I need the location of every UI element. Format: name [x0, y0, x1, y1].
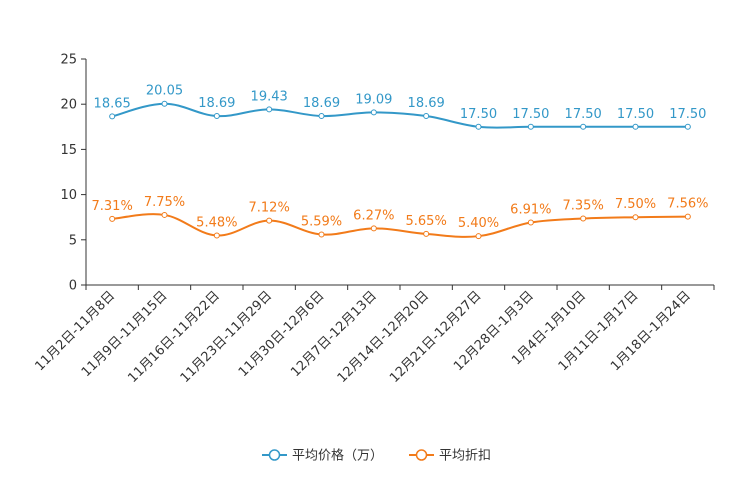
chart-legend[interactable]: 平均价格（万） 平均折扣: [262, 448, 491, 464]
x-tick-label: 12月14日-12月20日: [335, 288, 432, 385]
data-point: [632, 214, 639, 221]
data-label: 7.31%: [92, 199, 133, 214]
legend-label: 平均折扣: [439, 449, 491, 464]
y-tick-label: 0: [69, 279, 77, 294]
data-label: 18.69: [303, 96, 340, 111]
data-point: [423, 230, 430, 237]
legend-label: 平均价格（万）: [292, 448, 383, 464]
data-label: 20.05: [146, 84, 183, 99]
y-tick-label: 10: [60, 188, 77, 203]
data-point: [632, 123, 639, 130]
series-line: [111, 102, 688, 129]
data-point: [370, 109, 377, 116]
data-label: 19.43: [251, 89, 288, 104]
data-point: [213, 232, 220, 239]
data-label: 6.27%: [353, 208, 394, 223]
data-label: 5.59%: [301, 214, 342, 229]
data-point: [684, 123, 691, 130]
data-label: 17.50: [512, 107, 549, 122]
series-line: [112, 213, 688, 238]
data-point: [527, 219, 534, 226]
legend-marker-icon: [415, 449, 428, 461]
legend-item-2[interactable]: 平均折扣: [409, 449, 491, 464]
data-label: 17.50: [460, 107, 497, 122]
data-label: 5.48%: [196, 215, 237, 230]
data-label: 18.69: [408, 96, 445, 111]
data-label: 7.75%: [144, 195, 185, 210]
data-point: [370, 225, 377, 232]
data-point: [109, 215, 116, 222]
data-label: 17.50: [669, 107, 706, 122]
data-label: 5.40%: [458, 216, 499, 231]
x-tick-label: 11月23日-11月29日: [178, 288, 275, 385]
data-point: [266, 106, 273, 113]
data-point: [684, 213, 691, 220]
data-point: [423, 113, 430, 120]
x-tick-label: 12月21日-12月27日: [387, 288, 484, 385]
data-point: [213, 113, 220, 120]
data-point: [161, 100, 168, 107]
data-label: 7.12%: [249, 201, 290, 216]
data-point: [109, 113, 116, 120]
y-tick-label: 20: [60, 98, 77, 113]
data-label: 7.35%: [563, 199, 604, 214]
data-point: [266, 217, 273, 224]
data-point: [580, 123, 587, 130]
data-point: [318, 113, 325, 120]
series-1: 18.65 20.05 18.69 19.43 18.69 19.09 18.69 17.50…: [94, 84, 706, 130]
data-label: 7.56%: [667, 197, 708, 212]
data-label: 19.09: [355, 92, 392, 107]
chart-series: 18.65 20.05 18.69 19.43 18.69 19.09 18.69 17.50…: [92, 84, 708, 240]
data-label: 7.50%: [615, 197, 656, 212]
y-tick-label: 5: [69, 233, 77, 248]
y-tick-label: 25: [60, 53, 77, 68]
data-point: [580, 215, 587, 222]
data-label: 18.69: [198, 96, 235, 111]
data-label: 17.50: [617, 107, 654, 122]
data-point: [318, 231, 325, 238]
data-label: 6.91%: [510, 203, 551, 218]
x-tick-label: 11月16日-11月22日: [125, 288, 222, 385]
data-point: [475, 123, 482, 130]
legend-marker-icon: [268, 449, 281, 461]
data-point: [527, 123, 534, 130]
data-label: 5.65%: [406, 214, 447, 229]
data-label: 18.65: [94, 96, 131, 111]
data-point: [161, 211, 168, 218]
data-point: [475, 233, 482, 240]
data-label: 17.50: [565, 107, 602, 122]
y-tick-label: 15: [60, 143, 77, 158]
series-2: 7.31% 7.75% 5.48% 7.12% 5.59% 6.27% 5.65% 5.40%…: [92, 195, 708, 240]
legend-item-1[interactable]: 平均价格（万）: [262, 448, 383, 464]
